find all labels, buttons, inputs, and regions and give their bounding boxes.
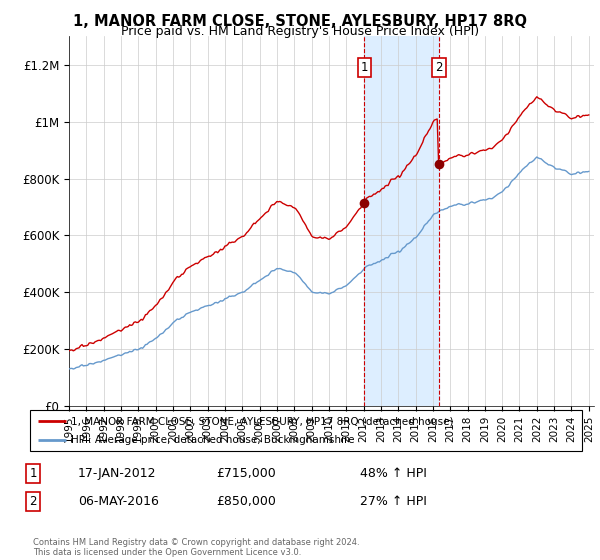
Text: 27% ↑ HPI: 27% ↑ HPI [360, 494, 427, 508]
Text: £850,000: £850,000 [216, 494, 276, 508]
Text: 2: 2 [29, 494, 37, 508]
Text: 1: 1 [29, 466, 37, 480]
Text: 17-JAN-2012: 17-JAN-2012 [78, 466, 157, 480]
Text: 1, MANOR FARM CLOSE, STONE, AYLESBURY, HP17 8RQ (detached house): 1, MANOR FARM CLOSE, STONE, AYLESBURY, H… [71, 417, 454, 426]
Text: Contains HM Land Registry data © Crown copyright and database right 2024.
This d: Contains HM Land Registry data © Crown c… [33, 538, 359, 557]
Text: 2: 2 [435, 61, 443, 74]
Text: 48% ↑ HPI: 48% ↑ HPI [360, 466, 427, 480]
Text: £715,000: £715,000 [216, 466, 276, 480]
Text: Price paid vs. HM Land Registry's House Price Index (HPI): Price paid vs. HM Land Registry's House … [121, 25, 479, 38]
Text: 1: 1 [361, 61, 368, 74]
Text: HPI: Average price, detached house, Buckinghamshire: HPI: Average price, detached house, Buck… [71, 435, 355, 445]
Text: 1, MANOR FARM CLOSE, STONE, AYLESBURY, HP17 8RQ: 1, MANOR FARM CLOSE, STONE, AYLESBURY, H… [73, 14, 527, 29]
Bar [364, 36, 439, 406]
Text: 06-MAY-2016: 06-MAY-2016 [78, 494, 159, 508]
